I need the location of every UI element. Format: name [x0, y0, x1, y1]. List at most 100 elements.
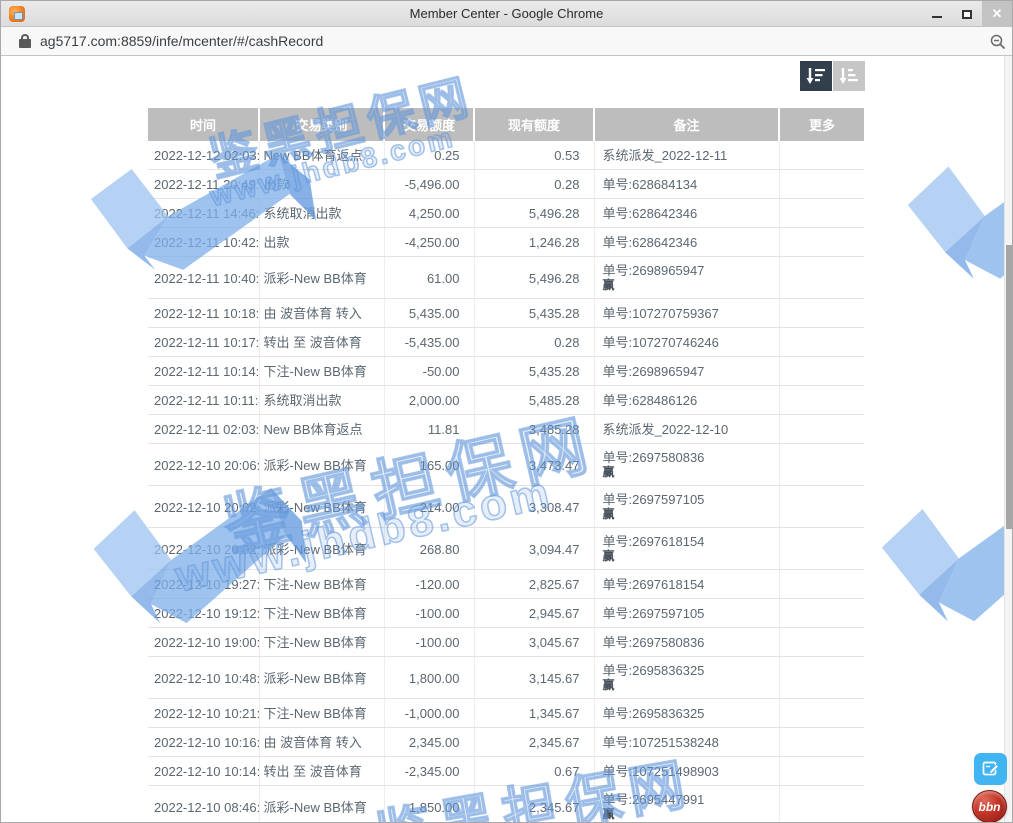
cell-type: 下注-New BB体育 — [258, 598, 384, 628]
table-row: 2022-12-11 10:11:47 系统取消出款 2,000.00 5,48… — [148, 385, 864, 415]
cell-balance: 0.67 — [473, 756, 594, 786]
table-row: 2022-12-12 02:03:07 New BB体育返点 0.25 0.53… — [148, 141, 864, 170]
note-text: 单号:2697618154 — [602, 576, 705, 592]
note-win-flag: 赢 — [602, 678, 615, 692]
cell-balance: 0.53 — [473, 141, 594, 170]
zoom-out-icon[interactable] — [990, 34, 1006, 50]
cell-more — [778, 327, 864, 357]
cell-time: 2022-12-10 10:16:50 — [148, 727, 259, 757]
cell-amount: 214.00 — [383, 485, 474, 528]
cell-balance: 3,145.67 — [473, 656, 594, 699]
window-controls: ✕ — [922, 1, 1012, 27]
cell-time: 2022-12-10 19:12:49 — [148, 598, 259, 628]
sort-descending-button[interactable] — [800, 61, 832, 91]
table-row: 2022-12-11 10:14:51 下注-New BB体育 -50.00 5… — [148, 356, 864, 386]
cell-amount: -120.00 — [383, 569, 474, 599]
cell-amount: -5,435.00 — [383, 327, 474, 357]
app-favicon-icon — [9, 6, 25, 22]
cell-type: 转出 至 波音体育 — [258, 756, 384, 786]
cell-balance: 3,094.47 — [473, 527, 594, 570]
sort-ascending-button[interactable] — [833, 61, 865, 91]
table-row: 2022-12-10 19:27:44 下注-New BB体育 -120.00 … — [148, 569, 864, 599]
cell-more — [778, 569, 864, 599]
cell-type: 由 波音体育 转入 — [258, 298, 384, 328]
note-text: 单号:2698965947 — [602, 363, 705, 379]
minimize-icon — [932, 16, 942, 18]
cell-balance: 1,345.67 — [473, 698, 594, 728]
cell-type: 由 波音体育 转入 — [258, 727, 384, 757]
customer-service-button[interactable] — [974, 753, 1007, 785]
cell-balance: 3,045.67 — [473, 627, 594, 657]
cell-type: 下注-New BB体育 — [258, 627, 384, 657]
table-row: 2022-12-11 20:49:10 出款 -5,496.00 0.28 单号… — [148, 169, 864, 199]
cell-type: 派彩-New BB体育 — [258, 656, 384, 699]
cell-time: 2022-12-10 19:00:12 — [148, 627, 259, 657]
table-row: 2022-12-11 10:40:43 派彩-New BB体育 61.00 5,… — [148, 256, 864, 299]
cell-more — [778, 227, 864, 257]
cell-amount: -1,000.00 — [383, 698, 474, 728]
close-button[interactable]: ✕ — [982, 1, 1012, 27]
cell-time: 2022-12-11 10:40:43 — [148, 256, 259, 299]
cell-amount: 5,435.00 — [383, 298, 474, 328]
table-row: 2022-12-10 08:46:42 派彩-New BB体育 1,850.00… — [148, 785, 864, 822]
cell-type: 系统取消出款 — [258, 385, 384, 415]
cell-time: 2022-12-11 10:14:51 — [148, 356, 259, 386]
address-bar[interactable]: ag5717.com:8859/infe/mcenter/#/cashRecor… — [1, 27, 1012, 56]
note-text: 单号:2698965947 — [602, 263, 705, 278]
cell-balance: 3,473.47 — [473, 443, 594, 486]
cell-time: 2022-12-10 10:21:29 — [148, 698, 259, 728]
cell-balance: 2,345.67 — [473, 785, 594, 822]
message-edit-icon — [982, 761, 999, 776]
watermark-check-logo — [907, 166, 1012, 279]
table-row: 2022-12-10 19:00:12 下注-New BB体育 -100.00 … — [148, 627, 864, 657]
cell-time: 2022-12-10 08:46:42 — [148, 785, 259, 822]
cell-note: 单号:2697597105 — [593, 598, 779, 628]
cell-time: 2022-12-10 10:14:39 — [148, 756, 259, 786]
bbn-brand-badge[interactable]: bbn — [972, 790, 1007, 822]
table-row: 2022-12-11 10:17:31 转出 至 波音体育 -5,435.00 … — [148, 327, 864, 357]
column-header-0: 时间 — [148, 108, 259, 141]
cell-type: New BB体育返点 — [258, 141, 384, 170]
table-row: 2022-12-10 20:02:15 派彩-New BB体育 214.00 3… — [148, 485, 864, 528]
cell-more — [778, 627, 864, 657]
note-text: 单号:628486126 — [602, 392, 698, 408]
cell-note: 单号:2695836325 赢 — [593, 656, 779, 699]
cell-note: 单号:2697618154 赢 — [593, 527, 779, 570]
cell-time: 2022-12-11 10:17:31 — [148, 327, 259, 357]
note-text: 单号:2697618154 — [602, 534, 705, 549]
cell-more — [778, 727, 864, 757]
maximize-button[interactable] — [952, 1, 982, 27]
cell-balance: 0.28 — [473, 169, 594, 199]
cell-time: 2022-12-10 20:06:27 — [148, 443, 259, 486]
cell-balance: 5,496.28 — [473, 256, 594, 299]
cell-time: 2022-12-10 10:48:19 — [148, 656, 259, 699]
cell-type: 转出 至 波音体育 — [258, 327, 384, 357]
cell-note: 单号:2697580836 赢 — [593, 443, 779, 486]
table-row: 2022-12-10 10:14:39 转出 至 波音体育 -2,345.00 … — [148, 756, 864, 786]
cell-more — [778, 698, 864, 728]
cell-note: 系统派发_2022-12-11 — [593, 141, 779, 170]
cell-note: 单号:2697597105 赢 — [593, 485, 779, 528]
table-row: 2022-12-11 10:42:48 出款 -4,250.00 1,246.2… — [148, 227, 864, 257]
cell-more — [778, 598, 864, 628]
cell-time: 2022-12-11 14:46:16 — [148, 198, 259, 228]
cell-note: 单号:2698965947 赢 — [593, 256, 779, 299]
table-row: 2022-12-11 02:03:22 New BB体育返点 11.81 3,4… — [148, 414, 864, 444]
note-text: 单号:107251498903 — [602, 763, 719, 779]
table-row: 2022-12-10 10:21:29 下注-New BB体育 -1,000.0… — [148, 698, 864, 728]
cell-balance: 2,825.67 — [473, 569, 594, 599]
scrollbar-thumb[interactable] — [1006, 245, 1012, 529]
note-text: 单号:2697597105 — [602, 492, 705, 507]
cell-amount: -5,496.00 — [383, 169, 474, 199]
cell-amount: 61.00 — [383, 256, 474, 299]
cell-time: 2022-12-11 10:42:48 — [148, 227, 259, 257]
minimize-button[interactable] — [922, 1, 952, 27]
sort-ascending-icon — [839, 68, 858, 84]
url-text[interactable]: ag5717.com:8859/infe/mcenter/#/cashRecor… — [40, 33, 324, 49]
cell-amount: 268.80 — [383, 527, 474, 570]
cell-type: 下注-New BB体育 — [258, 569, 384, 599]
cell-note: 单号:2697618154 — [593, 569, 779, 599]
lock-icon[interactable] — [19, 34, 31, 48]
sort-toolbar — [800, 61, 865, 91]
